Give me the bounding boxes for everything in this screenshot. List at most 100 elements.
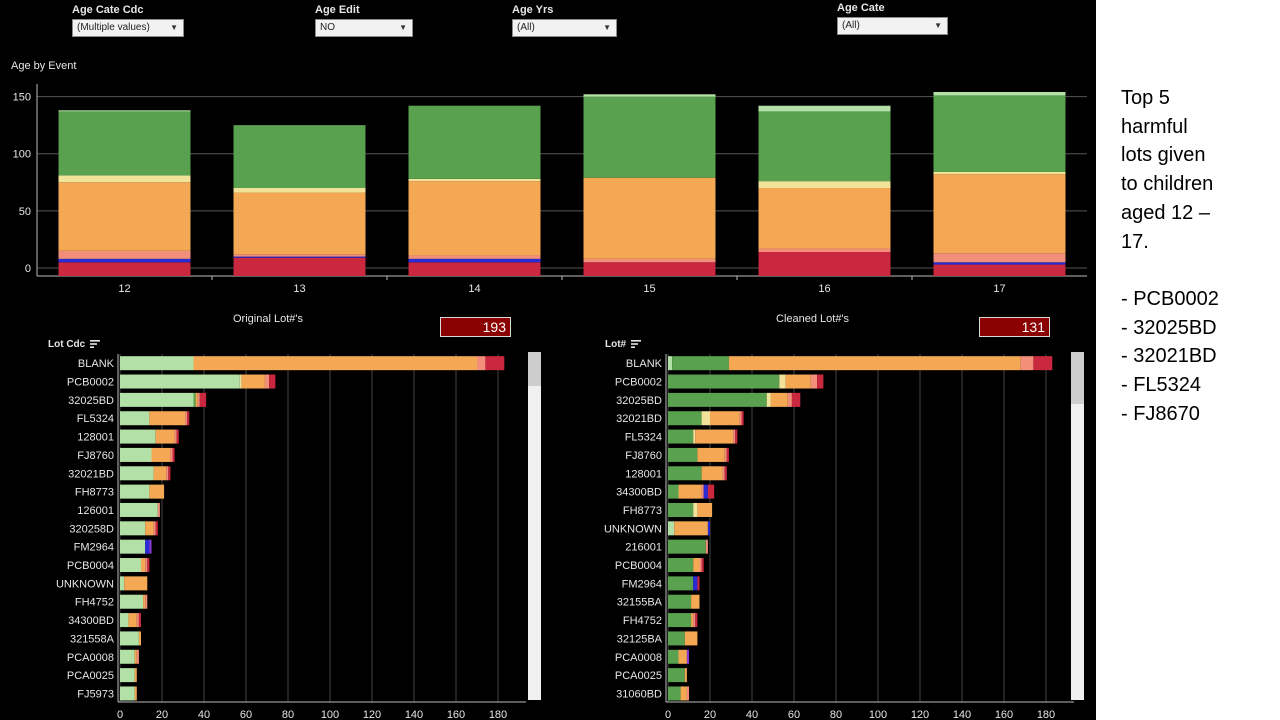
bar-segment (668, 594, 692, 609)
bar-segment (233, 257, 366, 276)
lot-label: FJ8760 (625, 450, 662, 462)
bar-segment (668, 429, 694, 444)
x-tick-label: 60 (240, 709, 252, 720)
age-edit-dropdown[interactable]: NO ▼ (315, 19, 413, 37)
x-tick-label: 12 (118, 283, 130, 295)
lot-label: UNKNOWN (56, 578, 114, 590)
filter-label: Age Yrs (512, 4, 554, 16)
bar-segment (758, 181, 891, 188)
bar-segment (147, 558, 150, 573)
bar-segment (758, 248, 891, 252)
notes-list-item: - PCB0002 (1121, 287, 1219, 310)
x-tick-label: 0 (665, 709, 671, 720)
scroll-thumb[interactable] (528, 352, 541, 386)
bar-segment (686, 686, 689, 701)
dropdown-value: (All) (517, 22, 535, 33)
age-cate-cdc-dropdown[interactable]: (Multiple values) ▼ (72, 19, 184, 37)
notes-list: - PCB0002 - 32025BD - 32021BD - FL5324 -… (1121, 285, 1271, 429)
lot-label: PCA0025 (615, 670, 662, 682)
bar-segment (693, 576, 698, 591)
bar-segment (170, 447, 173, 462)
age-by-event-chart: 150 100 50 0 12 13 14 15 16 17 (13, 84, 1087, 295)
notes-heading-line: Top 5 (1121, 87, 1170, 109)
sort-icon[interactable] (90, 339, 100, 349)
bar-segment (668, 686, 681, 701)
lot-label: 126001 (77, 505, 114, 517)
bar-segment (668, 558, 694, 573)
bar-segment (678, 649, 687, 664)
bar-segment (172, 447, 175, 462)
bar-segment (726, 447, 729, 462)
bar-segment (705, 539, 708, 554)
x-tick-label: 16 (818, 283, 830, 295)
bar-segment (174, 429, 177, 444)
bar-segment (120, 539, 146, 554)
bar-segment (264, 374, 270, 389)
bar-segment (120, 594, 144, 609)
bar-segment (707, 484, 715, 499)
filter-label: Age Edit (315, 4, 360, 16)
x-tick-label: 100 (321, 709, 339, 720)
lot-label: 32021BD (68, 468, 114, 480)
lot-label: PCB0004 (67, 560, 114, 572)
lot-label: FH4752 (75, 597, 114, 609)
bar-segment (680, 686, 687, 701)
bar-segment (703, 484, 708, 499)
original-lot-count: 193 (440, 317, 511, 337)
bar-segment (408, 255, 541, 259)
scroll-thumb[interactable] (1071, 352, 1084, 404)
bar-segment (701, 411, 710, 426)
sort-icon[interactable] (630, 339, 641, 349)
bar-segment (120, 411, 150, 426)
bar-segment (485, 356, 505, 371)
left-column-header[interactable]: Lot Cdc (48, 339, 100, 350)
bar-segment (157, 502, 160, 517)
bar-segment (933, 95, 1066, 172)
lot-label: 32025BD (616, 395, 662, 407)
bar-segment (120, 429, 156, 444)
age-cate-dropdown[interactable]: (All) ▼ (837, 17, 948, 35)
bar-segment (701, 466, 723, 481)
left-scrollbar[interactable] (528, 352, 541, 700)
x-tick-label: 17 (993, 283, 1005, 295)
right-column-header[interactable]: Lot# (605, 339, 641, 350)
bar-segment (153, 466, 167, 481)
bar-segment (168, 466, 171, 481)
bar-segment (1020, 356, 1034, 371)
bar-segment (722, 466, 725, 481)
chevron-down-icon: ▼ (399, 23, 407, 32)
right-panel-title: Cleaned Lot#'s (776, 313, 850, 325)
bar-segment (693, 558, 700, 573)
lot-label: BLANK (78, 358, 115, 370)
bar-segment (668, 668, 685, 683)
bar-segment (735, 429, 738, 444)
bar-segment (741, 411, 744, 426)
bar-segment (128, 613, 137, 628)
bar-segment (672, 356, 729, 371)
x-tick-label: 80 (282, 709, 294, 720)
right-scrollbar[interactable] (1071, 352, 1084, 700)
x-tick-label: 180 (1037, 709, 1055, 720)
lot-label: PCA0025 (67, 670, 114, 682)
bar-segment (583, 96, 716, 178)
chevron-down-icon: ▼ (603, 23, 611, 32)
x-tick-label: 20 (156, 709, 168, 720)
x-tick-label: 120 (911, 709, 929, 720)
notes-heading-line: 17. (1121, 230, 1149, 253)
lot-label: 34300BD (616, 487, 662, 499)
lot-label: PCB0004 (615, 560, 662, 572)
lot-label: UNKNOWN (604, 523, 662, 535)
bar-segment (193, 356, 477, 371)
bar-segment (141, 558, 146, 573)
column-header-label: Lot# (605, 339, 627, 350)
chevron-down-icon: ▼ (170, 23, 178, 32)
bar-segment (779, 374, 786, 389)
bar-segment (138, 631, 141, 646)
bar-segment (195, 392, 198, 407)
age-yrs-dropdown[interactable]: (All) ▼ (512, 19, 617, 37)
notes-heading-line: aged 12 – (1121, 201, 1210, 224)
bar-segment (134, 649, 137, 664)
lot-label: 128001 (77, 432, 114, 444)
bar-segment (583, 258, 716, 263)
bar-segment (668, 613, 692, 628)
